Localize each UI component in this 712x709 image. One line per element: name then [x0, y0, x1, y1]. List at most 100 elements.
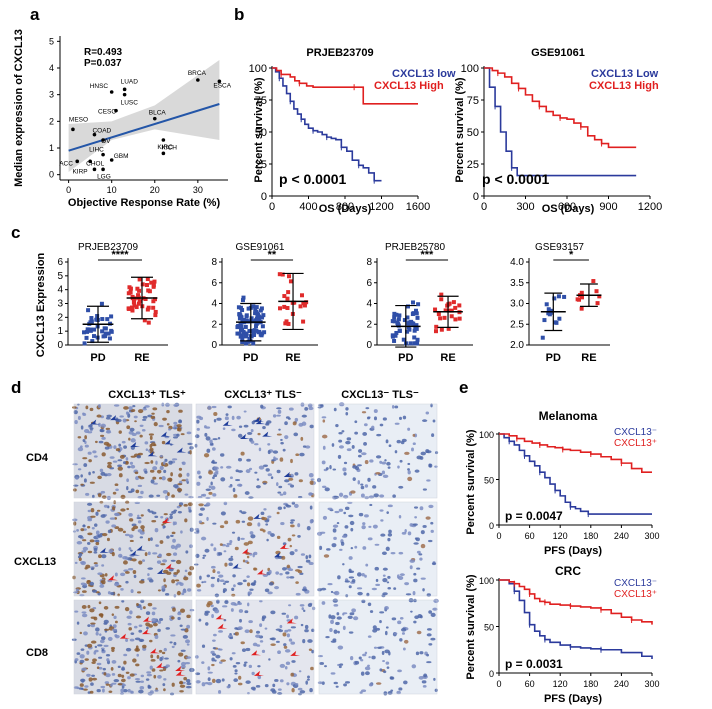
cell — [175, 559, 182, 565]
group-label-re: RE — [134, 352, 149, 364]
y-tick-label: 3.5 — [510, 278, 524, 289]
cell — [156, 469, 162, 474]
cell — [290, 484, 295, 488]
cell — [396, 439, 401, 444]
cell — [150, 415, 156, 419]
y-tick-label: 0 — [473, 191, 479, 203]
cell — [181, 461, 185, 464]
cell — [102, 688, 105, 693]
x-tick-label: 300 — [644, 679, 659, 689]
y-tick-label: 4 — [366, 299, 372, 310]
data-point — [99, 301, 104, 306]
cell — [126, 485, 129, 491]
cell — [197, 495, 203, 499]
cell — [189, 527, 194, 532]
y-tick-label: 6 — [366, 278, 372, 289]
cell — [200, 494, 205, 497]
data-point — [130, 294, 135, 299]
cell — [94, 649, 99, 653]
cell — [259, 528, 264, 532]
cell — [152, 607, 157, 610]
cell — [121, 666, 125, 671]
cell — [158, 476, 163, 480]
cell — [171, 458, 178, 461]
cell — [188, 509, 192, 513]
cell — [304, 629, 309, 633]
data-point — [405, 329, 410, 334]
arrowhead-marker — [175, 666, 186, 672]
cell — [385, 626, 389, 629]
cell — [372, 485, 377, 489]
cell — [282, 567, 287, 571]
cell — [90, 682, 94, 686]
cell — [75, 588, 80, 592]
cell — [398, 551, 404, 555]
cell — [123, 406, 129, 410]
data-point — [92, 327, 97, 332]
cell — [348, 568, 352, 573]
cell — [267, 531, 272, 535]
cell — [97, 572, 103, 576]
cell — [267, 515, 272, 519]
arrowhead-marker — [239, 433, 250, 439]
data-point — [140, 282, 145, 287]
cell — [164, 593, 170, 596]
cell — [199, 575, 202, 580]
data-point — [246, 339, 251, 344]
cell — [82, 438, 86, 443]
data-point — [146, 288, 151, 293]
cell — [137, 484, 143, 488]
cell — [237, 536, 241, 542]
cell — [423, 673, 428, 678]
cell — [363, 423, 368, 427]
data-point — [135, 286, 140, 291]
cell — [279, 493, 284, 496]
y-axis-title: Median expression of CXCL13 — [13, 29, 25, 187]
cell — [149, 690, 154, 695]
cell — [229, 636, 234, 640]
panel-d-ihc: CXCL13⁺ TLS⁺ CXCL13⁺ TLS⁻ CXCL13⁻ TLS⁻ C… — [14, 389, 439, 696]
cell — [179, 684, 186, 688]
cell — [164, 436, 170, 439]
cell — [126, 507, 130, 511]
cell — [138, 624, 143, 627]
cell — [332, 468, 337, 471]
cell — [342, 467, 347, 472]
cell — [320, 587, 327, 591]
cell — [93, 551, 98, 554]
cell — [208, 485, 212, 489]
legend-high-right: CXCL13 High — [589, 80, 659, 92]
cell — [282, 542, 287, 546]
cell — [154, 689, 159, 692]
x-tick-label: 10 — [107, 185, 117, 195]
km-curve-cxcl13-low — [484, 67, 637, 177]
panel-label-d: d — [11, 378, 21, 397]
cell — [231, 652, 236, 655]
cell — [231, 593, 236, 597]
cell — [232, 665, 237, 668]
cell — [345, 407, 349, 411]
cell — [97, 493, 102, 498]
cell — [126, 478, 129, 483]
cell — [84, 444, 89, 448]
cell — [347, 615, 353, 619]
cell — [259, 640, 264, 643]
cell — [115, 488, 119, 492]
cell — [335, 685, 339, 688]
data-point — [237, 312, 242, 317]
cell — [78, 687, 84, 690]
cell — [221, 678, 225, 682]
cell — [412, 442, 416, 446]
cell — [276, 407, 282, 410]
cell — [294, 548, 298, 552]
cell — [258, 465, 265, 470]
cell — [431, 433, 435, 438]
cell — [224, 520, 229, 525]
cell — [123, 660, 127, 665]
cell — [375, 583, 381, 587]
cell — [79, 631, 83, 635]
cell — [407, 476, 413, 482]
cell — [204, 548, 210, 553]
cell — [297, 569, 303, 574]
arrowhead-marker — [175, 670, 186, 676]
